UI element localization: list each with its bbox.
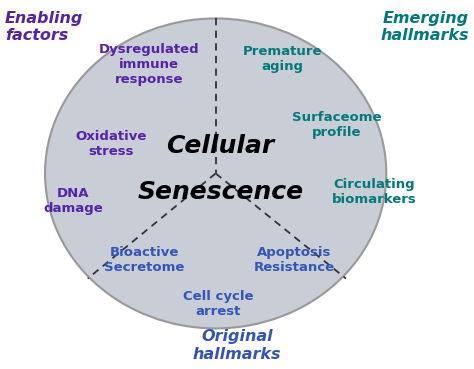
Text: Circulating
biomarkers: Circulating biomarkers xyxy=(332,178,417,206)
Text: Apoptosis
Resistance: Apoptosis Resistance xyxy=(253,246,335,274)
Text: DNA
damage: DNA damage xyxy=(44,187,103,215)
Text: Emerging
hallmarks: Emerging hallmarks xyxy=(381,11,469,44)
Text: Bioactive
Secretome: Bioactive Secretome xyxy=(104,246,185,274)
Text: Oxidative
stress: Oxidative stress xyxy=(76,130,147,158)
Text: Senescence: Senescence xyxy=(137,180,303,204)
Text: Premature
aging: Premature aging xyxy=(242,45,322,73)
Text: Cell cycle
arrest: Cell cycle arrest xyxy=(183,290,253,318)
Text: Cellular: Cellular xyxy=(166,134,274,158)
Text: Dysregulated
immune
response: Dysregulated immune response xyxy=(99,43,200,86)
Text: Surfaceome
profile: Surfaceome profile xyxy=(292,111,381,139)
Ellipse shape xyxy=(45,18,386,328)
Text: Enabling
factors: Enabling factors xyxy=(5,11,83,44)
Text: Original
hallmarks: Original hallmarks xyxy=(193,329,281,362)
